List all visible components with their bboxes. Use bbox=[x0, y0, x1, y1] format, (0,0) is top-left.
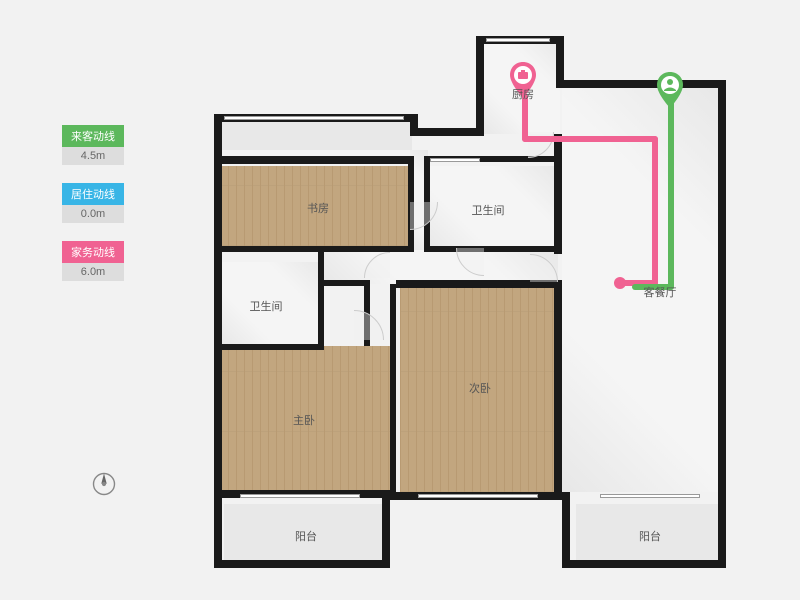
legend-value: 0.0m bbox=[62, 205, 124, 223]
wall bbox=[476, 36, 484, 136]
floorplan: 厨房 客餐厅 卫生间 书房 卫生间 主卧 次卧 阳台 阳台 bbox=[200, 28, 730, 588]
window bbox=[486, 38, 550, 42]
wall bbox=[554, 134, 562, 254]
path-guest bbox=[668, 90, 674, 290]
legend-item-guest: 来客动线 4.5m bbox=[62, 125, 124, 165]
legend-label: 家务动线 bbox=[62, 241, 124, 263]
marker-entry bbox=[657, 72, 683, 108]
label-balcony1: 阳台 bbox=[295, 528, 317, 544]
window bbox=[224, 116, 404, 120]
room-livingdining bbox=[562, 88, 720, 492]
wall bbox=[562, 80, 726, 88]
wall bbox=[214, 560, 390, 568]
label-master: 主卧 bbox=[293, 412, 315, 428]
label-study: 书房 bbox=[307, 200, 329, 216]
wall bbox=[562, 560, 726, 568]
wall bbox=[214, 246, 414, 252]
label-second: 次卧 bbox=[469, 380, 491, 396]
legend-label: 来客动线 bbox=[62, 125, 124, 147]
legend-label: 居住动线 bbox=[62, 183, 124, 205]
path-chore bbox=[522, 136, 658, 142]
window bbox=[600, 494, 700, 498]
legend-item-chore: 家务动线 6.0m bbox=[62, 241, 124, 281]
wall bbox=[554, 280, 562, 496]
room-topbalcony bbox=[220, 120, 412, 150]
path-chore-dot bbox=[614, 277, 626, 289]
wall bbox=[424, 246, 560, 252]
wall bbox=[214, 344, 322, 350]
label-bath1: 卫生间 bbox=[472, 202, 505, 218]
label-livingdining: 客餐厅 bbox=[644, 284, 677, 300]
wall bbox=[410, 128, 484, 136]
label-balcony2: 阳台 bbox=[639, 528, 661, 544]
legend-value: 4.5m bbox=[62, 147, 124, 165]
window bbox=[430, 158, 480, 162]
wall bbox=[318, 252, 324, 350]
wall bbox=[562, 492, 570, 568]
legend: 来客动线 4.5m 居住动线 0.0m 家务动线 6.0m bbox=[62, 125, 124, 299]
wall bbox=[214, 156, 414, 164]
wall bbox=[390, 284, 396, 496]
wall bbox=[214, 114, 222, 568]
legend-item-living: 居住动线 0.0m bbox=[62, 183, 124, 223]
wall bbox=[718, 80, 726, 568]
corridor bbox=[322, 250, 558, 284]
legend-value: 6.0m bbox=[62, 263, 124, 281]
wall bbox=[410, 114, 418, 136]
window bbox=[418, 494, 538, 498]
label-kitchen: 厨房 bbox=[512, 86, 534, 102]
path-chore bbox=[652, 136, 658, 286]
compass-icon bbox=[90, 470, 118, 498]
label-bath2: 卫生间 bbox=[250, 298, 283, 314]
window bbox=[240, 494, 360, 498]
wall bbox=[382, 492, 390, 568]
